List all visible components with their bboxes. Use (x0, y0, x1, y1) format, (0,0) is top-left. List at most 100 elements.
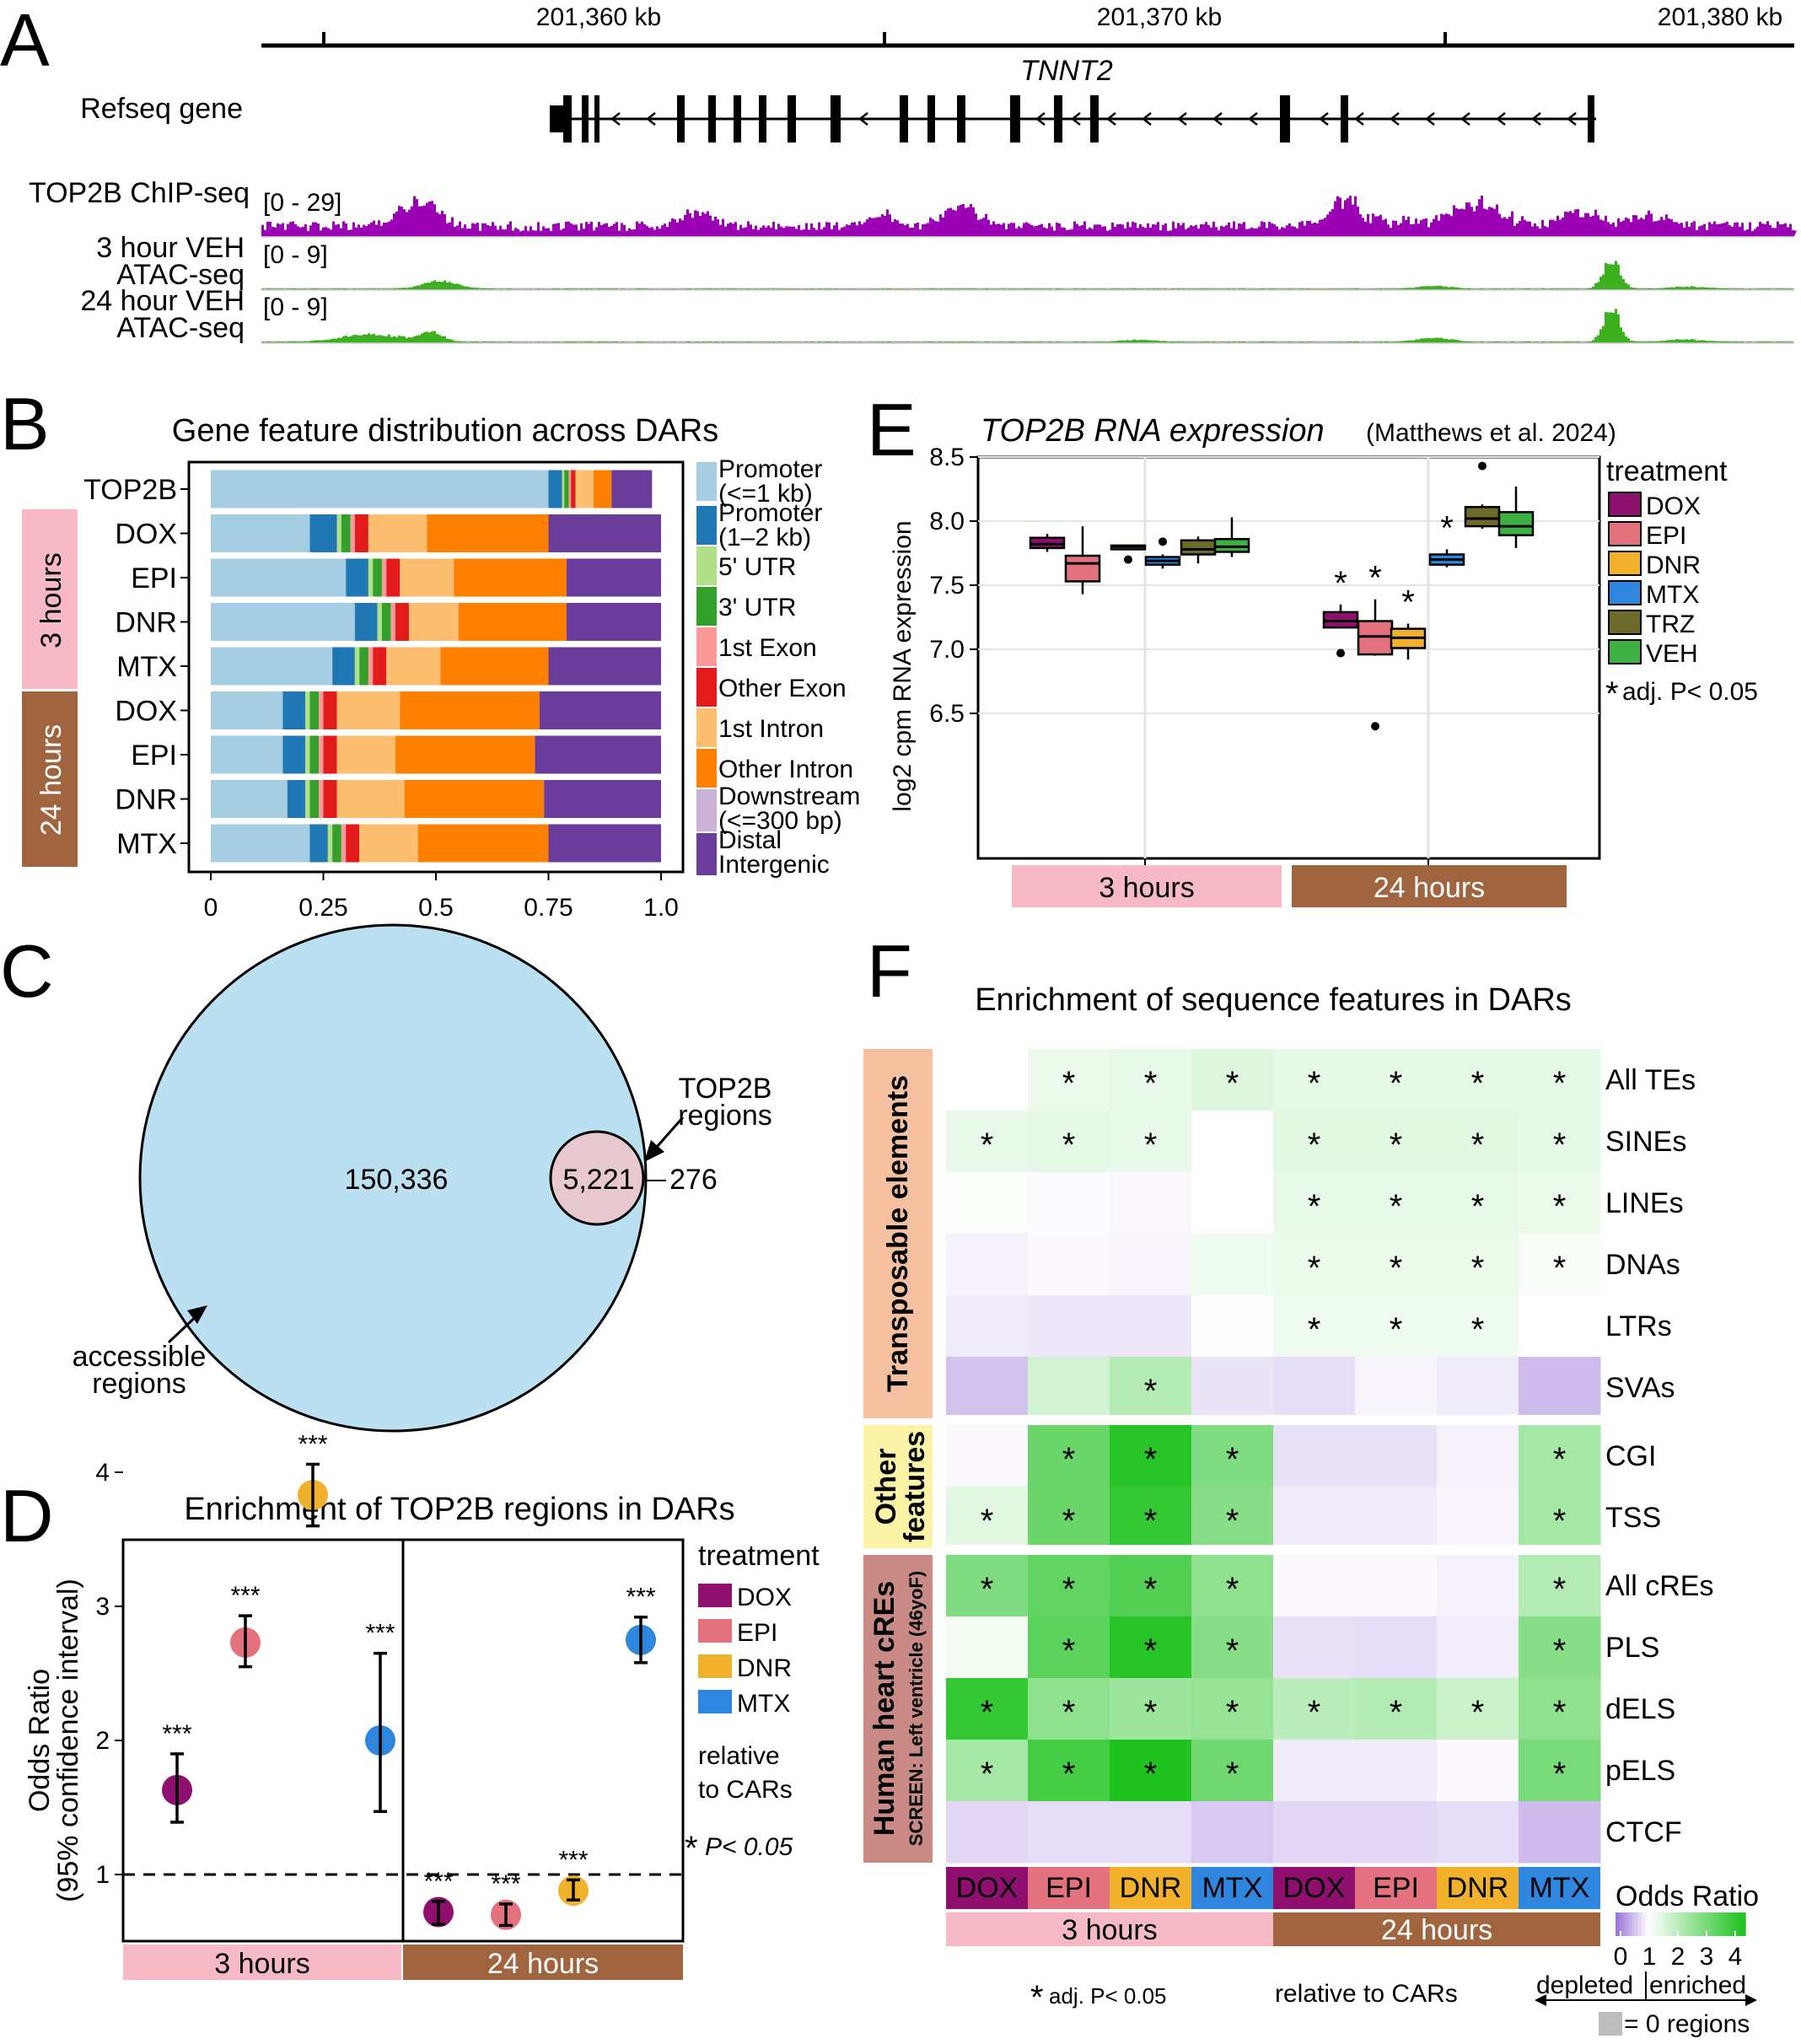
legend-gradient-step (1712, 1912, 1717, 1936)
heatmap-cell (1273, 1740, 1356, 1802)
stacked-bar-segment (319, 691, 324, 729)
legend-label: DOX (737, 1584, 792, 1611)
significance-star: * (1144, 1127, 1158, 1164)
y-tick-label: TOP2B (83, 474, 177, 506)
stacked-bar-segment (211, 470, 549, 508)
y-tick-label: DOX (115, 696, 177, 728)
sig-note: adj. P< 0.05 (1049, 1983, 1167, 2009)
stacked-bar-segment (390, 603, 395, 641)
heatmap-cell (1028, 1357, 1110, 1419)
large-count: 150,336 (345, 1164, 449, 1196)
row-label: All cREs (1605, 1570, 1713, 1602)
group-label: 3 hours (1099, 872, 1194, 904)
legend-gradient-step (1667, 1912, 1672, 1936)
legend-gradient-step (1723, 1912, 1727, 1936)
significance-star: * (981, 1694, 994, 1731)
stacked-bar-segment (309, 824, 328, 863)
track-range: [0 - 9] (263, 293, 328, 321)
legend-swatch (696, 708, 717, 747)
stacked-bar-segment (377, 603, 382, 641)
legend-title: treatment (698, 1540, 820, 1572)
track-label: ATAC-seq (116, 259, 245, 291)
significance-star: * (1308, 1188, 1321, 1225)
panel-e-rna-boxplot: E TOP2B RNA expression (Matthews et al. 20… (867, 388, 1758, 907)
strand-arrow (1247, 112, 1258, 126)
heatmap-cell (1028, 1678, 1110, 1740)
heatmap-cell (1437, 1234, 1519, 1296)
top2b-regions-circle (549, 1130, 645, 1226)
heatmap-cell (1355, 1172, 1438, 1234)
heatmap-cell (1191, 1616, 1274, 1679)
row-label: LTRs (1605, 1310, 1672, 1342)
row-group-label: Other (870, 1449, 902, 1525)
zero-regions-label: = 0 regions (1624, 2010, 1750, 2038)
gene-exon (759, 95, 766, 143)
row-label: TSS (1605, 1502, 1661, 1534)
heatmap-cell (1437, 1616, 1519, 1679)
column-label: DNR (1447, 1872, 1509, 1904)
legend-swatch (1608, 521, 1642, 546)
heatmap-cell (1519, 1740, 1601, 1802)
heatmap-cell (1273, 1357, 1356, 1419)
heatmap-cell (946, 1049, 1029, 1111)
legend-tick-label: 3 (1700, 1943, 1714, 1971)
stacked-bar-segment (287, 780, 306, 818)
heatmap-cell (1110, 1425, 1192, 1487)
stacked-bar-segment (373, 647, 387, 686)
stacked-bar-segment (611, 470, 653, 508)
panel-b-feature-distribution: B Gene feature distribution across DARs 0 0… (0, 382, 860, 922)
strand-arrow (1212, 112, 1223, 126)
heatmap-cell (1273, 1801, 1356, 1864)
legend-gradient-step (1621, 1912, 1626, 1936)
legend-gradient-step (1641, 1912, 1646, 1936)
panel-letter: E (867, 388, 917, 471)
strand-arrow (1566, 112, 1577, 126)
strand-arrow (1141, 112, 1152, 126)
heatmap-cell (1355, 1295, 1438, 1358)
coordinate-label: 201,360 kb (536, 3, 661, 31)
column-label-box (1519, 1867, 1600, 1909)
panel-f-heatmap: F Enrichment of sequence features in DARs… (863, 929, 1759, 2038)
significance-star: * (1553, 1441, 1567, 1478)
heatmap-cell (946, 1357, 1029, 1419)
heatmap-cell (1437, 1295, 1519, 1358)
heatmap-cell (1437, 1678, 1519, 1740)
panel-letter: D (0, 1474, 54, 1557)
y-tick-label: EPI (131, 562, 177, 594)
heatmap-cell (1028, 1049, 1110, 1111)
significance-star: * (1062, 1571, 1076, 1608)
significance-star: * (1308, 1065, 1321, 1102)
coordinate-label: 201,380 kb (1658, 3, 1782, 31)
significance-star: * (1440, 509, 1454, 546)
enriched-label: enriched (1649, 1971, 1746, 1999)
note-label: to CARs (698, 1776, 793, 1804)
significance-star: * (1062, 1694, 1076, 1731)
chart-title: Enrichment of TOP2B regions in DARs (184, 1492, 734, 1527)
significance-star: * (981, 1756, 994, 1793)
stacked-bar-segment (309, 514, 337, 552)
legend-label: Downstream (718, 783, 860, 810)
legend-gradient-step (1648, 1912, 1652, 1936)
heatmap-cell (1028, 1555, 1110, 1617)
legend-title: Odds Ratio (1616, 1880, 1759, 1912)
legend-label: 1st Intron (718, 715, 824, 743)
significance-star: * (1553, 1633, 1567, 1670)
box-outlier (1371, 722, 1379, 731)
stacked-bar-segment (282, 735, 306, 774)
column-label-box (946, 1867, 1028, 1909)
stacked-bar-segment (319, 780, 324, 818)
legend-label: Promoter (718, 455, 822, 483)
legend-label: EPI (737, 1619, 777, 1647)
legend-label: DOX (1646, 492, 1701, 520)
significance-star: * (1226, 1571, 1239, 1608)
strand-arrow (1176, 112, 1187, 126)
heatmap-cell (1191, 1172, 1274, 1234)
stacked-bar-segment (539, 691, 661, 729)
row-label: SINEs (1605, 1126, 1686, 1158)
y-axis-label: Odds Ratio (24, 1669, 56, 1812)
stacked-bar-segment (368, 514, 427, 552)
accessible-regions-circle (138, 923, 648, 1433)
stacked-bar-segment (211, 647, 333, 686)
stacked-bar-segment (548, 514, 661, 552)
heatmap-cell (1519, 1295, 1601, 1358)
